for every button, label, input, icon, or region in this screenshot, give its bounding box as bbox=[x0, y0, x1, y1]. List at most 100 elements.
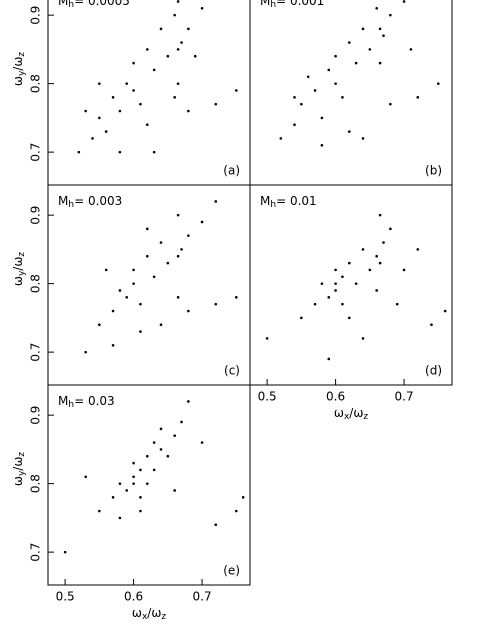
y-axis-label-part: z bbox=[17, 252, 27, 257]
panel-title-part: h bbox=[270, 0, 276, 10]
point bbox=[118, 109, 122, 113]
point bbox=[145, 48, 149, 51]
point bbox=[118, 516, 122, 520]
panel-title: Mh= 0.0005 bbox=[58, 0, 130, 10]
panel-title: Mh= 0.003 bbox=[58, 194, 122, 210]
point bbox=[166, 454, 170, 458]
x-axis-label-part: x bbox=[142, 612, 148, 622]
point bbox=[145, 254, 149, 258]
point bbox=[98, 116, 101, 120]
point bbox=[173, 489, 176, 492]
point bbox=[347, 41, 351, 44]
y-axis-label-part: y bbox=[17, 470, 27, 476]
point bbox=[176, 213, 180, 217]
point bbox=[214, 200, 218, 203]
point bbox=[139, 102, 142, 106]
point bbox=[159, 323, 163, 327]
point bbox=[389, 227, 392, 231]
y-tick-label: 0.8 bbox=[29, 274, 43, 293]
point bbox=[402, 268, 406, 272]
point bbox=[173, 13, 176, 17]
point bbox=[132, 268, 135, 272]
point bbox=[159, 27, 163, 31]
y-axis-label: ωy/ωz bbox=[11, 252, 27, 286]
panel-title-part: M bbox=[58, 0, 68, 8]
y-tick-label: 0.7 bbox=[29, 343, 43, 362]
panel-title-part: = 0.001 bbox=[276, 0, 324, 8]
y-tick-label: 0.7 bbox=[29, 543, 43, 562]
panel-title: Mh= 0.03 bbox=[58, 394, 115, 410]
point bbox=[368, 268, 372, 272]
point bbox=[334, 82, 337, 85]
point bbox=[176, 296, 180, 299]
point bbox=[139, 302, 142, 306]
y-axis-label-part: /ω bbox=[11, 257, 25, 271]
point bbox=[118, 150, 122, 154]
panel-title: Mh= 0.001 bbox=[260, 0, 324, 10]
point bbox=[187, 309, 190, 313]
panel-title-part: M bbox=[58, 194, 68, 208]
y-axis-label-part: y bbox=[17, 270, 27, 276]
point bbox=[159, 448, 163, 451]
point bbox=[293, 96, 296, 99]
point bbox=[293, 123, 296, 127]
point bbox=[187, 234, 190, 237]
point bbox=[118, 482, 122, 485]
y-axis-label-part: y bbox=[17, 70, 27, 76]
point bbox=[334, 54, 337, 58]
point bbox=[341, 302, 344, 306]
point bbox=[334, 268, 337, 272]
y-axis-label: ωy/ωz bbox=[11, 52, 27, 86]
y-tick-label: 0.8 bbox=[29, 474, 43, 493]
point bbox=[361, 137, 365, 140]
point bbox=[402, 0, 406, 3]
point bbox=[200, 220, 204, 224]
point bbox=[375, 6, 378, 10]
point bbox=[265, 337, 269, 340]
point bbox=[334, 289, 337, 292]
point bbox=[375, 289, 378, 292]
panel-title-part: h bbox=[68, 200, 74, 210]
point bbox=[200, 6, 204, 10]
x-axis-label-part: x bbox=[344, 412, 350, 422]
point bbox=[395, 302, 399, 306]
x-axis-label-part: /ω bbox=[147, 606, 161, 620]
point bbox=[145, 454, 149, 458]
point bbox=[389, 102, 392, 106]
point bbox=[176, 82, 180, 85]
point bbox=[111, 96, 115, 99]
point bbox=[378, 261, 382, 265]
point bbox=[98, 509, 101, 513]
point bbox=[180, 420, 183, 424]
point bbox=[354, 282, 358, 285]
y-axis-label: ωy/ωz bbox=[11, 452, 27, 486]
panel-label: (c) bbox=[224, 364, 240, 378]
point bbox=[173, 96, 176, 99]
point bbox=[378, 61, 382, 65]
point bbox=[166, 54, 170, 58]
point bbox=[382, 241, 385, 244]
point bbox=[214, 102, 218, 106]
point bbox=[132, 475, 135, 479]
point bbox=[235, 509, 238, 513]
panel-title-part: M bbox=[260, 194, 270, 208]
panel-title-part: M bbox=[260, 0, 270, 8]
panel-label: (d) bbox=[425, 364, 442, 378]
x-tick-label: 0.5 bbox=[56, 590, 75, 604]
x-axis-label: ωx/ωz bbox=[334, 406, 368, 422]
x-tick-label: 0.6 bbox=[124, 590, 143, 604]
point bbox=[63, 550, 67, 554]
point bbox=[139, 509, 142, 513]
y-tick-label: 0.9 bbox=[29, 6, 43, 25]
y-axis-label-part: ω bbox=[11, 476, 25, 486]
x-axis-label-part: z bbox=[363, 412, 368, 422]
x-tick-label: 0.6 bbox=[326, 390, 345, 404]
point bbox=[187, 400, 190, 403]
y-axis-label-part: /ω bbox=[11, 57, 25, 71]
point bbox=[193, 54, 197, 58]
point bbox=[84, 350, 87, 354]
y-axis-label-part: ω bbox=[11, 76, 25, 86]
panel-title-part: = 0.003 bbox=[74, 194, 122, 208]
point bbox=[341, 275, 344, 279]
